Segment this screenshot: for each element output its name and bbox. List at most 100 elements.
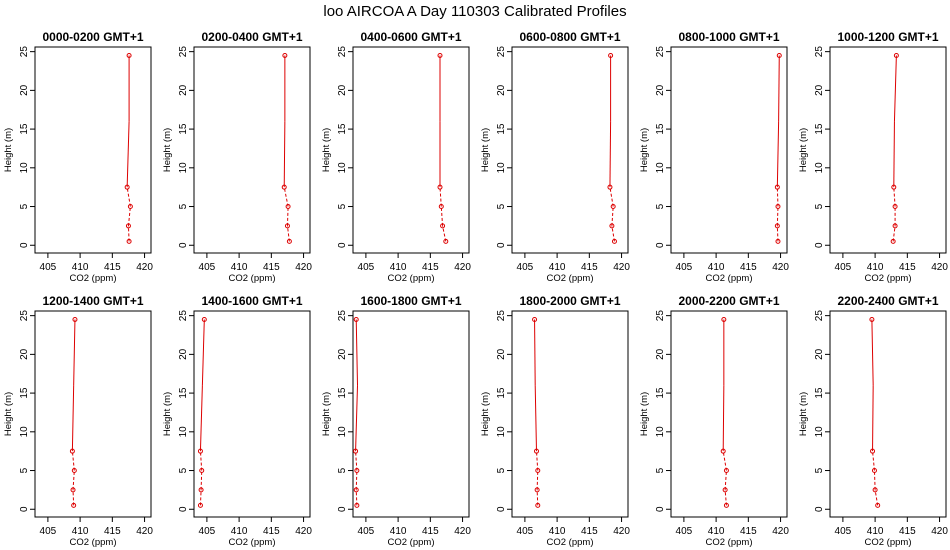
data-point bbox=[281, 184, 287, 190]
plot-frame bbox=[670, 46, 788, 254]
data-point bbox=[776, 53, 782, 59]
y-tick-label: 25 bbox=[337, 310, 348, 322]
plot-frame bbox=[829, 310, 947, 518]
panel-7: 1200-1400 GMT+1 405 410 415 420 CO2 (ppm) 0 5 10… bbox=[3, 294, 153, 548]
y-tick-label: 20 bbox=[496, 348, 507, 360]
profile-segment bbox=[724, 489, 727, 506]
panel-4: 0600-0800 GMT+1 405 410 415 420 CO2 (ppm) 0 5 10… bbox=[480, 30, 630, 284]
y-axis-label: Height (m) bbox=[321, 392, 332, 436]
profile-segment bbox=[286, 225, 290, 242]
y-tick-label: 0 bbox=[19, 506, 30, 512]
y-axis-label: Height (m) bbox=[321, 128, 332, 172]
profile-segment bbox=[874, 489, 879, 506]
profile-segment bbox=[283, 187, 289, 207]
x-axis-label: CO2 (ppm) bbox=[706, 537, 753, 548]
y-tick-label: 0 bbox=[337, 242, 348, 248]
y-tick-label: 0 bbox=[178, 242, 189, 248]
y-tick-label: 15 bbox=[655, 123, 666, 135]
x-axis-label: CO2 (ppm) bbox=[547, 273, 594, 284]
data-point bbox=[722, 487, 728, 493]
y-tick-label: 20 bbox=[19, 348, 30, 360]
profile-segment bbox=[355, 319, 359, 386]
profile-segment bbox=[893, 187, 896, 207]
y-axis-label: Height (m) bbox=[3, 128, 14, 172]
data-point bbox=[197, 448, 203, 454]
data-point bbox=[70, 487, 76, 493]
profile-segment bbox=[871, 319, 874, 386]
y-tick-label: 25 bbox=[178, 46, 189, 58]
profile-segment bbox=[71, 451, 75, 471]
data-point bbox=[126, 53, 132, 59]
y-tick-label: 10 bbox=[337, 426, 348, 438]
y-tick-label: 0 bbox=[655, 242, 666, 248]
x-tick-label: 405 bbox=[199, 262, 216, 273]
profile-segment bbox=[71, 385, 75, 452]
profile-segment bbox=[536, 489, 539, 506]
data-point bbox=[124, 184, 130, 190]
x-tick-label: 410 bbox=[231, 526, 248, 537]
data-point bbox=[437, 184, 443, 190]
profile-segment bbox=[440, 206, 444, 226]
y-tick-label: 25 bbox=[178, 310, 189, 322]
x-axis-label: CO2 (ppm) bbox=[388, 537, 435, 548]
y-tick-label: 0 bbox=[178, 506, 189, 512]
data-point bbox=[199, 468, 205, 474]
profile-segment bbox=[439, 187, 442, 207]
data-point bbox=[535, 468, 541, 474]
plot-frame bbox=[670, 310, 788, 518]
y-tick-label: 25 bbox=[496, 310, 507, 322]
x-axis-label: CO2 (ppm) bbox=[229, 273, 276, 284]
y-tick-label: 10 bbox=[655, 426, 666, 438]
panel-8: 1400-1600 GMT+1 405 410 415 420 CO2 (ppm) 0 5 10… bbox=[162, 294, 312, 548]
profile-segment bbox=[611, 225, 615, 242]
data-point bbox=[69, 448, 75, 454]
y-tick-label: 10 bbox=[178, 162, 189, 174]
profile-segment bbox=[776, 206, 779, 226]
profile-segment bbox=[611, 206, 614, 226]
y-axis-label: Height (m) bbox=[162, 128, 173, 172]
y-axis-label: Height (m) bbox=[798, 128, 809, 172]
x-axis-label: CO2 (ppm) bbox=[865, 273, 912, 284]
profile-segment bbox=[722, 385, 725, 452]
panel-title: 0000-0200 GMT+1 bbox=[42, 30, 143, 44]
plot-frame bbox=[352, 46, 470, 254]
y-tick-label: 10 bbox=[655, 162, 666, 174]
x-tick-label: 415 bbox=[422, 526, 439, 537]
data-point bbox=[610, 204, 616, 210]
data-point bbox=[720, 448, 726, 454]
profile-segment bbox=[201, 319, 205, 386]
data-point bbox=[353, 487, 359, 493]
profile-segment bbox=[534, 385, 537, 452]
y-tick-label: 15 bbox=[19, 123, 30, 135]
profile-segment bbox=[355, 489, 358, 506]
x-axis-label: CO2 (ppm) bbox=[229, 537, 276, 548]
x-tick-label: 410 bbox=[72, 526, 89, 537]
x-tick-label: 420 bbox=[772, 262, 789, 273]
y-axis-label: Height (m) bbox=[639, 128, 650, 172]
y-tick-label: 10 bbox=[19, 426, 30, 438]
y-tick-label: 25 bbox=[19, 310, 30, 322]
data-point bbox=[354, 502, 360, 508]
panel-12: 2200-2400 GMT+1 405 410 415 420 CO2 (ppm) 0 5 10… bbox=[798, 294, 948, 548]
y-tick-label: 20 bbox=[655, 84, 666, 96]
y-tick-label: 20 bbox=[814, 348, 825, 360]
profile-segment bbox=[355, 451, 358, 471]
panel-grid: 0000-0200 GMT+1 405 410 415 420 CO2 (ppm) 0 5 10… bbox=[3, 30, 948, 548]
profile-segment bbox=[776, 225, 779, 242]
profile-segment bbox=[442, 225, 447, 242]
y-tick-label: 15 bbox=[655, 387, 666, 399]
data-point bbox=[721, 317, 727, 323]
data-point bbox=[282, 53, 288, 59]
plot-frame bbox=[193, 46, 311, 254]
profile-segment bbox=[72, 470, 75, 490]
x-tick-label: 420 bbox=[454, 262, 471, 273]
x-tick-label: 415 bbox=[104, 526, 121, 537]
panel-1: 0000-0200 GMT+1 405 410 415 420 CO2 (ppm) 0 5 10… bbox=[3, 30, 153, 284]
y-tick-label: 0 bbox=[496, 506, 507, 512]
y-tick-label: 5 bbox=[178, 467, 189, 473]
x-tick-label: 415 bbox=[581, 262, 598, 273]
x-tick-label: 410 bbox=[72, 262, 89, 273]
y-tick-label: 25 bbox=[814, 310, 825, 322]
plot-frame bbox=[193, 310, 311, 518]
